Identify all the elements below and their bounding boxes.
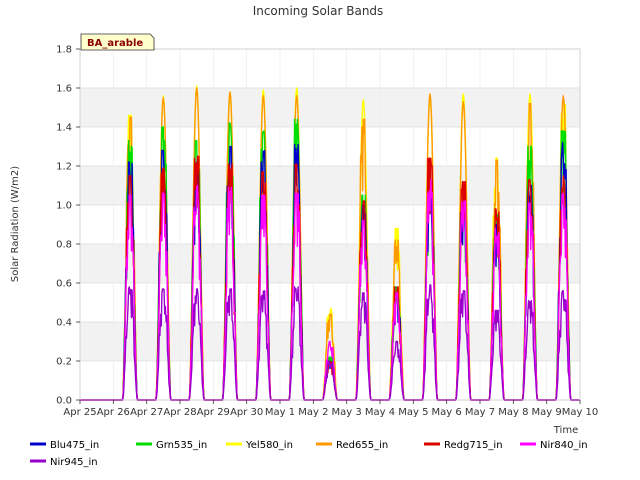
legend-label: Red655_in	[336, 440, 388, 451]
x-tick-label: May 10	[562, 407, 599, 418]
series-layer	[79, 85, 580, 401]
legend-label: Grn535_in	[156, 440, 207, 451]
y-tick-label: 0.4	[56, 318, 72, 329]
site-badge-label: BA_arable	[87, 38, 143, 49]
y-axis-label: Solar Radiation (W/m2)	[10, 166, 21, 282]
x-tick-label: Apr 28	[163, 407, 196, 418]
x-tick-label: Apr 29	[197, 407, 230, 418]
x-tick-label: May 2	[298, 407, 328, 418]
x-tick-label: May 9	[532, 407, 562, 418]
series-line-nir840_in	[79, 178, 580, 401]
x-axis: Apr 25 Apr 26 Apr 27 Apr 28 Apr 29 Apr 30 May …	[63, 400, 598, 418]
series-line-red655_in	[79, 87, 580, 401]
x-tick-label: May 1	[265, 407, 295, 418]
grid-band	[80, 244, 580, 283]
series-line-nir945_in	[79, 284, 580, 401]
plot-frame	[79, 48, 581, 401]
legend-label: Nir840_in	[540, 440, 588, 451]
y-axis: 0.0 0.2 0.4 0.6 0.8 1.0 1.2 1.4 1.6 1.8	[56, 45, 80, 407]
x-tick-label: May 8	[498, 407, 528, 418]
chart-title: Incoming Solar Bands	[253, 4, 384, 18]
x-tick-label: May 7	[465, 407, 495, 418]
legend-label: Nir945_in	[50, 457, 98, 468]
x-axis-label: Time	[553, 425, 578, 436]
y-tick-label: 0.0	[56, 396, 72, 407]
x-tick-label: Apr 26	[97, 407, 130, 418]
x-tick-label: Apr 25	[63, 407, 96, 418]
grid-band	[80, 166, 580, 205]
x-tick-label: Apr 27	[130, 407, 163, 418]
y-tick-label: 0.8	[56, 240, 72, 251]
legend-label: Blu475_in	[50, 440, 99, 451]
legend-label: Redg715_in	[444, 440, 503, 451]
legend: Blu475_in Grn535_in Yel580_in Red655_in Redg…	[30, 440, 588, 468]
x-tick-label: May 4	[365, 407, 395, 418]
site-badge: BA_arable	[80, 33, 155, 51]
y-tick-label: 1.8	[56, 45, 72, 56]
x-tick-label: May 6	[432, 407, 462, 418]
x-tick-label: Apr 30	[230, 407, 263, 418]
y-tick-label: 1.0	[56, 201, 72, 212]
y-tick-label: 1.2	[56, 162, 72, 173]
y-tick-label: 1.6	[56, 84, 72, 95]
y-tick-label: 1.4	[56, 123, 72, 134]
y-tick-label: 0.2	[56, 357, 72, 368]
legend-label: Yel580_in	[245, 440, 293, 451]
x-tick-label: May 5	[398, 407, 428, 418]
x-tick-label: May 3	[332, 407, 362, 418]
y-tick-label: 0.6	[56, 279, 72, 290]
grid-band	[80, 88, 580, 127]
